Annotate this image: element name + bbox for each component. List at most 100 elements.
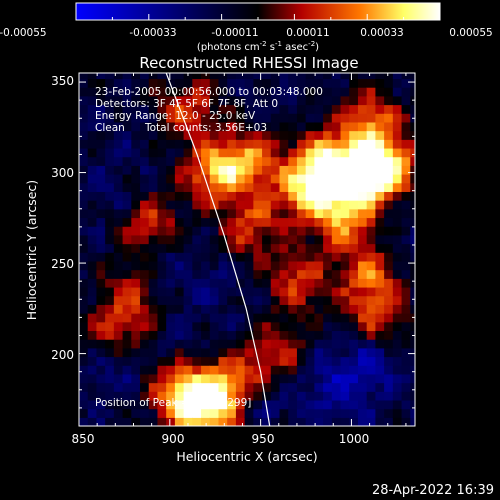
heatmap-pixel <box>314 260 324 271</box>
heatmap-pixel <box>148 382 159 392</box>
heatmap-pixel <box>218 104 228 114</box>
heatmap-pixel <box>323 417 333 426</box>
heatmap-pixel <box>148 174 159 184</box>
heatmap-pixel <box>314 113 324 123</box>
heatmap-pixel <box>79 200 89 210</box>
heatmap-pixel <box>384 191 394 201</box>
heatmap-pixel <box>375 182 385 192</box>
heatmap-pixel <box>235 391 246 401</box>
heatmap-pixel <box>218 252 228 262</box>
heatmap-pixel <box>279 295 289 305</box>
heatmap-pixel <box>392 260 403 271</box>
heatmap-pixel <box>79 174 89 184</box>
heatmap-pixel <box>296 234 307 245</box>
heatmap-pixel <box>131 373 141 384</box>
heatmap-pixel <box>131 269 141 279</box>
heatmap-pixel <box>166 391 176 401</box>
heatmap-pixel <box>279 87 289 97</box>
heatmap-pixel <box>113 200 124 210</box>
heatmap-pixel <box>392 217 403 227</box>
heatmap-pixel <box>262 417 272 426</box>
heatmap-pixel <box>157 208 167 219</box>
heatmap-pixel <box>384 73 394 80</box>
heatmap-pixel <box>105 286 115 297</box>
heatmap-pixel <box>384 182 394 192</box>
heatmap-pixel <box>331 87 342 97</box>
heatmap-pixel <box>166 339 176 349</box>
heatmap-pixel <box>375 339 385 349</box>
heatmap-pixel <box>253 95 263 106</box>
heatmap-pixel <box>253 260 263 271</box>
heatmap-pixel <box>122 156 132 166</box>
heatmap-pixel <box>131 234 141 245</box>
heatmap-pixel <box>349 95 359 106</box>
heatmap-pixel <box>113 243 124 253</box>
heatmap-pixel <box>314 174 324 184</box>
heatmap-pixel <box>375 95 385 106</box>
heatmap-pixel <box>366 165 377 175</box>
heatmap-pixel <box>218 417 228 426</box>
heatmap-pixel <box>270 130 281 140</box>
heatmap-pixel <box>183 226 193 236</box>
heatmap-pixel <box>314 399 324 410</box>
heatmap-pixel <box>87 87 98 97</box>
heatmap-pixel <box>192 286 202 297</box>
heatmap-pixel <box>157 139 167 149</box>
heatmap-pixel <box>235 408 246 418</box>
heatmap-pixel <box>218 234 228 245</box>
heatmap-pixel <box>209 373 220 384</box>
heatmap-pixel <box>331 252 342 262</box>
heatmap-pixel <box>331 417 342 426</box>
heatmap-pixel <box>183 252 193 262</box>
heatmap-pixel <box>140 252 150 262</box>
annotation-energy: Energy Range: 12.0 - 25.0 keV <box>95 110 256 122</box>
heatmap-pixel <box>96 200 106 210</box>
units-sup: -2 <box>308 40 315 48</box>
heatmap-pixel <box>113 191 124 201</box>
heatmap-pixel <box>349 286 359 297</box>
heatmap-pixel <box>331 156 342 166</box>
heatmap-pixel <box>340 260 350 271</box>
heatmap-pixel <box>340 139 350 149</box>
heatmap-pixel <box>349 156 359 166</box>
heatmap-pixel <box>157 408 167 418</box>
heatmap-pixel <box>201 191 211 201</box>
heatmap-pixel <box>105 208 115 219</box>
heatmap-pixel <box>209 73 220 80</box>
heatmap-pixel <box>262 330 272 340</box>
heatmap-pixel <box>148 87 159 97</box>
heatmap-pixel <box>183 347 193 358</box>
heatmap-pixel <box>323 191 333 201</box>
heatmap-pixel <box>122 295 132 305</box>
heatmap-pixel <box>183 373 193 384</box>
heatmap-pixel <box>113 156 124 166</box>
heatmap-pixel <box>288 165 298 175</box>
heatmap-pixel <box>218 182 228 192</box>
heatmap-pixel <box>357 156 368 166</box>
heatmap-pixel <box>384 130 394 140</box>
heatmap-pixel <box>384 226 394 236</box>
heatmap-pixel <box>131 356 141 366</box>
heatmap-pixel <box>331 295 342 305</box>
heatmap-pixel <box>227 382 237 392</box>
heatmap-pixel <box>235 382 246 392</box>
annotation-peak: Position of Peak = [1007,299] <box>95 397 251 409</box>
heatmap-pixel <box>140 208 150 219</box>
chart-title: Reconstructed RHESSI Image <box>139 54 358 72</box>
heatmap-pixel <box>384 174 394 184</box>
heatmap-pixel <box>218 408 228 418</box>
heatmap-pixel <box>314 234 324 245</box>
heatmap-pixel <box>235 200 246 210</box>
heatmap-pixel <box>262 165 272 175</box>
heatmap-pixel <box>157 330 167 340</box>
heatmap-pixel <box>113 165 124 175</box>
heatmap-pixel <box>166 347 176 358</box>
heatmap-pixel <box>157 347 167 358</box>
heatmap-pixel <box>366 78 377 88</box>
heatmap-pixel <box>253 382 263 392</box>
heatmap-pixel <box>401 95 411 106</box>
heatmap-pixel <box>262 200 272 210</box>
heatmap-pixel <box>270 260 281 271</box>
heatmap-pixel <box>201 286 211 297</box>
heatmap-pixel <box>253 191 263 201</box>
